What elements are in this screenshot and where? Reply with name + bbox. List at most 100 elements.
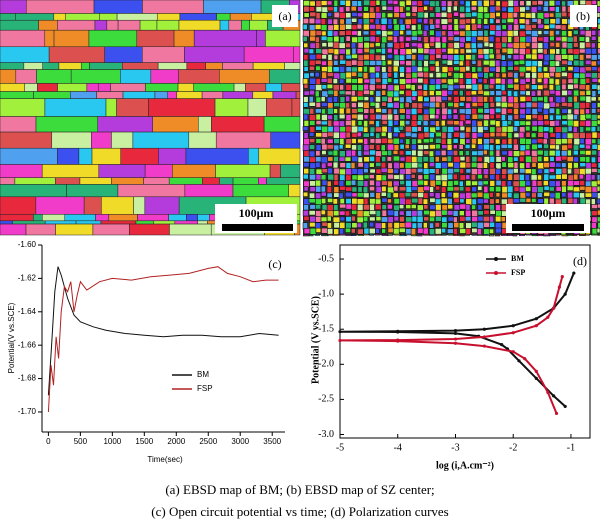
grain — [561, 144, 569, 152]
grain — [441, 125, 448, 133]
grain — [243, 46, 294, 63]
grain — [440, 0, 447, 8]
grain — [399, 162, 405, 169]
grain — [429, 186, 434, 193]
series-marker — [338, 330, 342, 334]
grain — [459, 66, 467, 73]
grain — [548, 149, 556, 157]
grain — [579, 138, 585, 145]
grain — [452, 30, 461, 36]
grain — [537, 48, 544, 54]
series-line — [47, 266, 279, 396]
grain — [211, 116, 265, 133]
grain — [369, 35, 376, 43]
series-marker — [511, 331, 515, 335]
grain — [387, 198, 392, 204]
grain — [561, 192, 567, 198]
grain — [169, 223, 212, 236]
grain — [465, 162, 472, 169]
y-axis-label: Potential(V vs.SCE) — [7, 302, 16, 373]
grain — [573, 89, 580, 97]
grain — [375, 6, 381, 13]
grain — [495, 90, 503, 97]
grain — [423, 126, 430, 133]
grain — [591, 210, 598, 217]
grain — [44, 220, 77, 225]
grain — [417, 144, 425, 151]
grain — [363, 162, 370, 169]
grain — [321, 54, 327, 60]
grain — [381, 222, 387, 229]
caption: (c) Open circuit potential vs time; (d) … — [151, 504, 448, 519]
grain — [309, 132, 315, 137]
panel-label: (a) — [278, 9, 291, 23]
grain — [471, 60, 477, 65]
grain — [483, 149, 488, 155]
grain — [387, 143, 395, 151]
grain — [392, 132, 399, 138]
grain — [345, 203, 353, 210]
grain — [584, 138, 593, 146]
grain — [447, 71, 453, 77]
grain — [363, 120, 369, 128]
grain — [452, 173, 458, 180]
grain — [95, 214, 110, 222]
grain — [561, 185, 567, 193]
grain — [417, 179, 425, 186]
series-marker — [482, 335, 486, 339]
grain — [452, 144, 458, 150]
grain — [314, 222, 321, 229]
grain — [477, 78, 483, 84]
label-a: (a) 100μm — [215, 5, 298, 233]
grain — [417, 162, 423, 169]
grain — [380, 216, 389, 223]
grain — [548, 186, 555, 192]
grain — [464, 12, 472, 18]
grain — [321, 71, 327, 79]
grain — [387, 227, 394, 233]
grain — [525, 186, 532, 192]
grain — [269, 164, 281, 178]
grain — [228, 19, 242, 31]
grain — [573, 101, 581, 110]
grain — [476, 36, 484, 41]
grain — [327, 48, 335, 54]
grain — [375, 155, 381, 163]
grain — [320, 216, 328, 222]
grain — [597, 168, 600, 174]
grain — [57, 147, 80, 165]
grain — [531, 53, 538, 60]
grain — [447, 197, 453, 205]
grain — [531, 198, 537, 203]
grain — [489, 30, 496, 36]
grain — [326, 162, 333, 167]
grain — [0, 0, 27, 14]
grain — [326, 96, 333, 104]
grain — [303, 234, 309, 237]
grain — [357, 101, 365, 108]
grain — [440, 186, 447, 194]
label-box — [272, 5, 298, 27]
grain — [369, 6, 375, 13]
grain — [333, 6, 338, 13]
grain — [441, 6, 447, 12]
grain — [489, 144, 495, 152]
grain — [453, 234, 460, 236]
grain — [380, 42, 386, 49]
grain — [525, 95, 533, 102]
grain — [392, 65, 399, 73]
grain — [399, 6, 404, 13]
grain — [591, 108, 597, 114]
grain — [387, 77, 393, 83]
grain — [327, 138, 334, 144]
grain — [428, 6, 434, 12]
grain — [597, 66, 600, 73]
grain — [525, 120, 532, 126]
grain — [453, 161, 461, 170]
grain — [470, 54, 477, 61]
grain — [500, 156, 506, 162]
grain — [465, 126, 472, 134]
grain — [477, 89, 484, 95]
grain — [309, 156, 317, 163]
grain — [489, 131, 496, 138]
